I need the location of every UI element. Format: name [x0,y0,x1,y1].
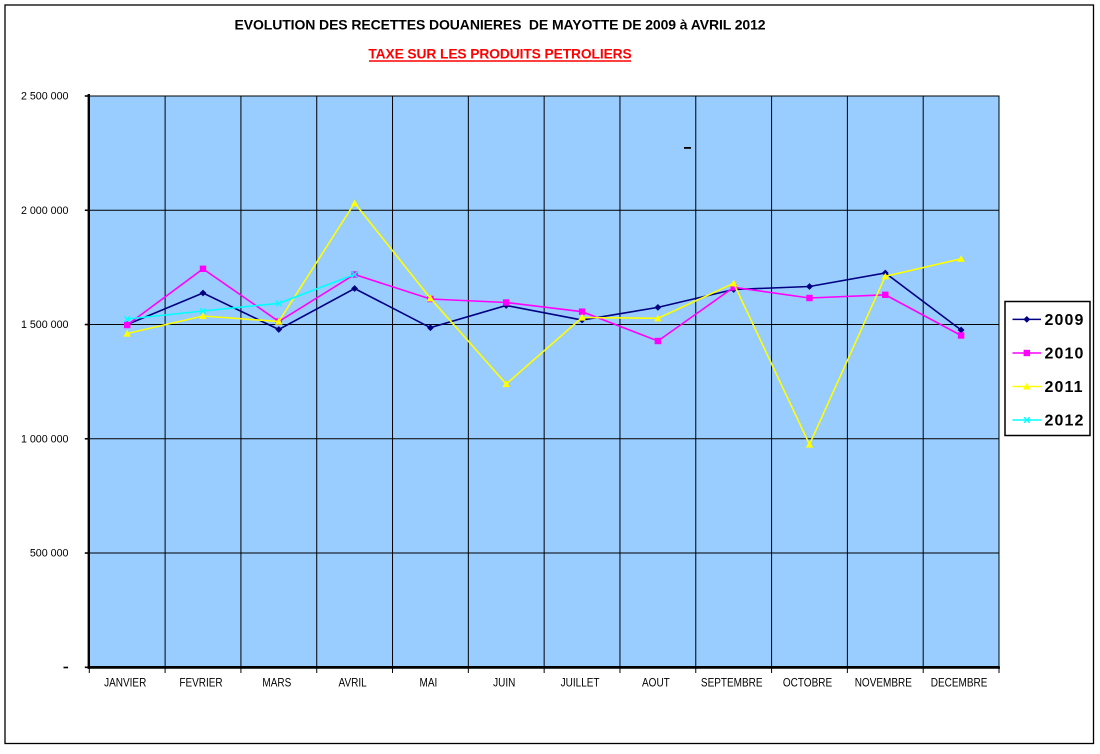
svg-text:MARS: MARS [262,677,291,690]
svg-text:500 000: 500 000 [30,547,69,559]
svg-text:TAXE SUR LES PRODUITS PETROLIE: TAXE SUR LES PRODUITS PETROLIERS [368,47,631,62]
svg-text:NOVEMBRE: NOVEMBRE [855,677,912,690]
svg-text:MAI: MAI [420,677,438,690]
svg-text:FEVRIER: FEVRIER [179,677,222,690]
svg-text:2 000 000: 2 000 000 [21,205,69,217]
svg-text:2009: 2009 [1045,312,1085,329]
svg-text:2012: 2012 [1045,413,1085,430]
svg-text:1 000 000: 1 000 000 [21,433,69,445]
svg-text:2011: 2011 [1045,379,1084,396]
svg-text:JUIN: JUIN [493,677,515,690]
svg-text:2 500 000: 2 500 000 [21,90,69,102]
svg-text:JUILLET: JUILLET [561,677,600,690]
svg-text:EVOLUTION DES RECETTES DOUANIE: EVOLUTION DES RECETTES DOUANIERES DE MAY… [235,17,766,33]
svg-text:OCTOBRE: OCTOBRE [783,677,832,690]
svg-text:1 500 000: 1 500 000 [21,319,69,331]
svg-text:JANVIER: JANVIER [104,677,146,690]
svg-text:AVRIL: AVRIL [339,677,367,690]
svg-text:SEPTEMBRE: SEPTEMBRE [701,677,763,690]
svg-text:2010: 2010 [1045,346,1085,363]
svg-text:DECEMBRE: DECEMBRE [931,677,988,690]
svg-text:AOUT: AOUT [642,677,670,690]
